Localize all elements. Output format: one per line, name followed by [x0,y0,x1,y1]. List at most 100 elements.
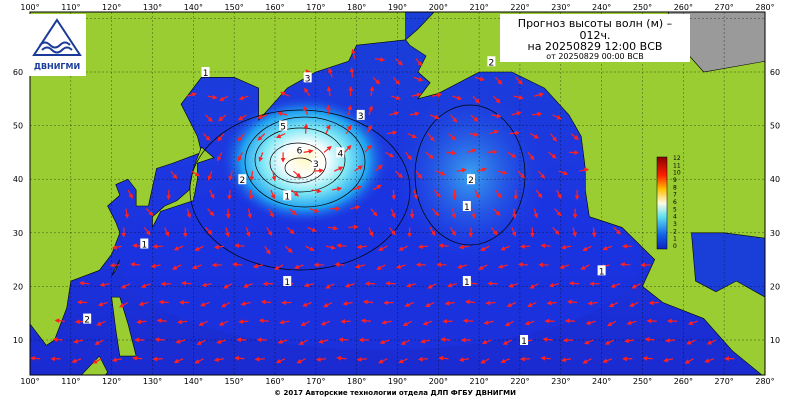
wave-direction-arrow [644,358,653,359]
wave-direction-arrow [542,358,551,359]
longitude-label: 120° [102,3,121,12]
latitude-label: 60 [13,68,23,77]
wave-direction-arrow [133,358,142,359]
longitude-label: 200° [429,377,448,386]
wave-direction-arrow [393,190,394,199]
contour-label: 1 [203,69,209,79]
wave-direction-arrow [182,283,191,284]
wave-direction-arrow [464,321,473,322]
contour-label: 1 [284,278,290,288]
latitude-label: 60 [770,68,780,77]
longitude-label: 180° [347,377,366,386]
contour-label: 3 [305,74,311,84]
wave-direction-arrow [487,152,496,153]
wave-direction-arrow [446,152,455,153]
contour-label: 2 [489,58,495,68]
wave-direction-arrow [419,246,428,247]
wave-direction-arrow [542,245,551,246]
latitude-label: 30 [770,229,780,238]
longitude-label: 260° [674,377,693,386]
colorbar-label: 11 [673,162,681,169]
wave-direction-arrow [339,339,348,340]
contour-label: 1 [464,278,470,288]
colorbar-label: 6 [673,199,677,206]
wave-direction-arrow [160,302,169,303]
longitude-label: 280° [755,3,774,12]
ocean-shade [120,170,640,350]
wave-direction-arrow [80,283,89,284]
longitude-label: 100° [20,377,39,386]
longitude-label: 190° [388,377,407,386]
longitude-label: 250° [633,377,652,386]
longitude-label: 170° [306,3,325,12]
colorbar-label: 0 [673,243,677,250]
longitude-label: 220° [510,3,529,12]
longitude-label: 210° [470,3,489,12]
longitude-label: 230° [551,377,570,386]
longitude-label: 270° [715,3,734,12]
longitude-label: 260° [674,3,693,12]
contour-label: 1 [284,192,290,202]
wave-direction-arrow [621,264,630,265]
latitude-label: 30 [13,229,23,238]
wave-direction-arrow [486,302,495,303]
longitude-label: 250° [633,3,652,12]
colorbar-label: 5 [673,206,677,213]
longitude-label: 130° [143,377,162,386]
wave-direction-arrow [262,302,271,303]
contour-label: 6 [297,147,303,157]
longitude-label: 110° [61,377,80,386]
contour-label: 3 [313,160,319,170]
longitude-label: 220° [510,377,529,386]
contour-label: 2 [468,176,474,186]
latitude-label: 20 [13,282,23,291]
wave-direction-arrow [156,339,165,340]
colorbar-label: 4 [673,214,677,221]
colorbar-label: 12 [673,155,681,162]
wave-direction-arrow [229,190,230,199]
contour-label: 1 [599,267,605,277]
contour-label: 1 [141,241,147,251]
wave-direction-arrow [239,321,248,322]
longitude-label: 150° [225,3,244,12]
colorbar-label: 7 [673,192,677,199]
longitude-label: 240° [592,377,611,386]
longitude-label: 140° [184,3,203,12]
wave-direction-arrow [419,359,428,360]
latitude-label: 10 [13,336,23,345]
wave-direction-arrow [54,339,63,340]
wave-direction-arrow [442,339,451,340]
wave-direction-arrow [31,358,40,359]
wave-direction-arrow [570,283,579,284]
contour-label: 2 [84,316,90,326]
colorbar-label: 9 [673,177,677,184]
wave-direction-arrow [364,302,373,303]
wave-direction-arrow [335,264,344,265]
wave-direction-arrow [250,190,251,199]
colorbar-label: 3 [673,221,677,228]
colorbar [657,157,667,249]
longitude-label: 130° [143,3,162,12]
wave-direction-arrow [519,264,528,265]
longitude-label: 230° [551,3,570,12]
colorbar-label: 2 [673,228,677,235]
subtitle: от 20250829 00:00 ВСВ [546,52,644,61]
latitude-label: 10 [770,336,780,345]
wave-direction-arrow [306,125,307,134]
wave-direction-arrow [314,170,323,171]
colorbar-label: 10 [673,170,681,177]
contour-label: 1 [464,203,470,213]
longitude-label: 120° [102,377,121,386]
longitude-label: 160° [265,377,284,386]
longitude-label: 150° [225,377,244,386]
latitude-label: 20 [770,282,780,291]
colorbar-label: 1 [673,236,677,243]
longitude-label: 170° [306,377,325,386]
wave-direction-arrow [650,302,659,303]
longitude-label: 140° [184,377,203,386]
latitude-label: 40 [770,175,780,184]
logo-text: ДВНИГМИ [34,62,80,71]
longitude-label: 190° [388,3,407,12]
